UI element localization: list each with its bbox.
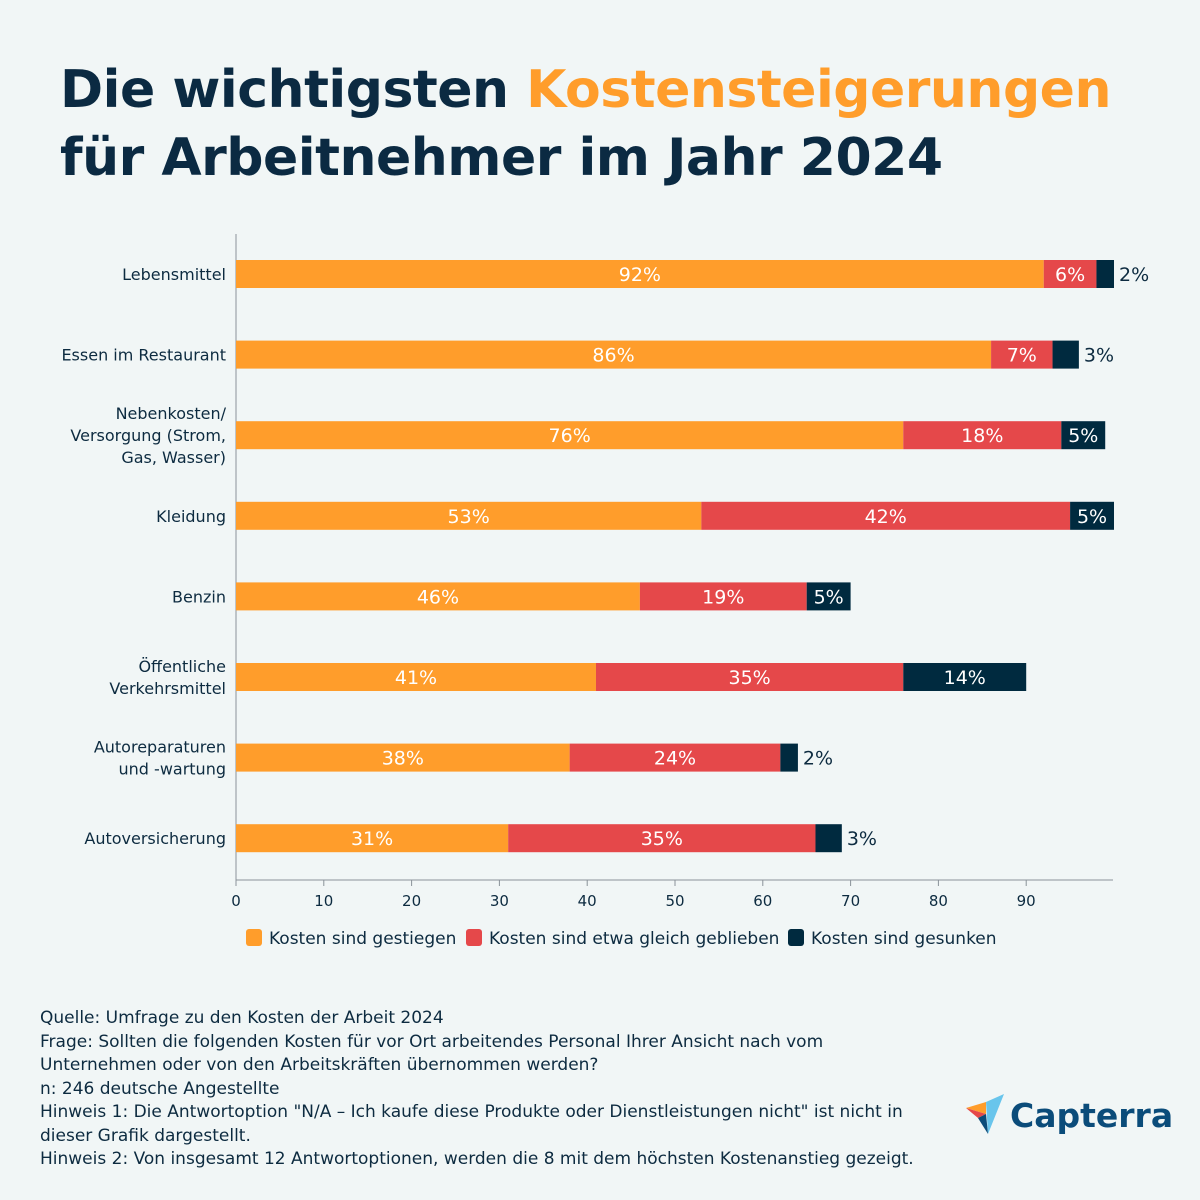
data-label: 5%	[1077, 506, 1107, 528]
bar-segment	[595, 663, 904, 691]
category-label: Autoversicherung	[84, 829, 226, 848]
data-label: 31%	[351, 828, 393, 850]
category-label: Lebensmittel	[122, 265, 226, 284]
data-label: 3%	[847, 828, 877, 850]
data-label: 41%	[395, 667, 437, 689]
data-label: 2%	[1119, 264, 1149, 286]
legend-swatch	[788, 929, 804, 946]
bar-segment	[508, 824, 816, 853]
data-label: 35%	[729, 667, 771, 689]
legend-label: Kosten sind gesunken	[811, 929, 997, 949]
legend-swatch	[246, 929, 262, 946]
title-part2: für Arbeitnehmer im Jahr 2024	[60, 128, 943, 188]
bar-segment	[1061, 421, 1106, 450]
bar-segment	[236, 260, 1044, 288]
category-label: und -wartung	[119, 760, 226, 779]
data-label: 2%	[803, 748, 833, 770]
bar-segment	[1096, 260, 1114, 288]
data-label: 46%	[417, 586, 459, 608]
data-label: 7%	[1007, 345, 1037, 367]
stacked-bar-chart: 0 10 20 30 40 50 60 70 80 90 Lebensmittel 92% 6% 2% Es…	[61, 234, 1149, 949]
x-tick-label: 50	[665, 892, 684, 910]
x-tick-label: 60	[753, 892, 772, 910]
x-tick-label: 20	[402, 892, 421, 910]
data-label: 6%	[1055, 264, 1085, 286]
bar-segment	[903, 421, 1062, 450]
footer-notes: Quelle: Umfrage zu den Kosten der Arbeit…	[40, 1007, 960, 1172]
category-label: Benzin	[172, 587, 226, 606]
bar-segment	[1070, 501, 1114, 530]
category-label: Nebenkosten/	[116, 404, 227, 423]
data-label: 3%	[1084, 345, 1114, 367]
data-label: 14%	[944, 667, 986, 689]
footer-sample: n: 246 deutsche Angestellte	[40, 1078, 280, 1099]
category-label: Autoreparaturen	[94, 738, 226, 757]
x-tick-label: 40	[578, 892, 597, 910]
category-label: Essen im Restaurant	[61, 346, 226, 365]
bar-segment	[236, 340, 992, 369]
bar-segment	[1052, 340, 1079, 369]
capterra-logo: Capterra	[966, 1094, 1173, 1136]
data-label: 38%	[382, 748, 424, 770]
page-title: Die wichtigsten Kostensteigerungen für A…	[60, 56, 1111, 192]
legend-label: Kosten sind gestiegen	[269, 929, 456, 949]
category-label: Kleidung	[156, 507, 226, 526]
category-label: Verkehrsmittel	[109, 679, 226, 698]
data-label: 35%	[641, 828, 683, 850]
bar-segment	[236, 582, 640, 611]
footer-question: Frage: Sollten die folgenden Kosten für …	[40, 1031, 824, 1076]
x-tick-label: 30	[490, 892, 509, 910]
data-label: 53%	[448, 506, 490, 528]
footer-note1: Hinweis 1: Die Antwortoption "N/A – Ich …	[40, 1102, 903, 1146]
bar-segment	[569, 743, 781, 772]
data-label: 5%	[1068, 425, 1098, 447]
bar-segment	[701, 501, 1071, 530]
bar-segment	[236, 824, 509, 853]
bar-segment	[236, 743, 570, 772]
capterra-arrow-icon	[966, 1094, 1004, 1134]
data-label: 86%	[592, 345, 634, 367]
bar-segment	[639, 582, 807, 611]
data-label: 42%	[865, 506, 907, 528]
data-label: 24%	[654, 748, 696, 770]
bar-segment	[903, 663, 1027, 691]
x-tick-label: 0	[231, 892, 241, 910]
bar-segment	[236, 663, 596, 691]
bar-segment	[806, 582, 851, 611]
bar-segment	[780, 743, 798, 772]
legend-label: Kosten sind etwa gleich geblieben	[489, 929, 779, 949]
bar-segment	[991, 340, 1053, 369]
data-label: 19%	[702, 586, 744, 608]
data-label: 5%	[814, 586, 844, 608]
category-label: Öffentliche	[138, 657, 226, 676]
bar-segment	[1043, 260, 1097, 288]
bar-segment	[236, 501, 702, 530]
capterra-wordmark: Capterra	[1010, 1095, 1174, 1135]
x-tick-label: 90	[1017, 892, 1036, 910]
category-label: Gas, Wasser)	[121, 448, 226, 467]
data-label: 76%	[549, 425, 591, 447]
data-label: 92%	[619, 264, 661, 286]
title-part1: Die wichtigsten	[60, 60, 527, 120]
bar-segment	[815, 824, 842, 853]
data-label: 18%	[961, 425, 1003, 447]
x-tick-label: 80	[929, 892, 948, 910]
footer-note2: Hinweis 2: Von insgesamt 12 Antwortoptio…	[40, 1149, 914, 1169]
footer-source: Quelle: Umfrage zu den Kosten der Arbeit…	[40, 1008, 444, 1028]
x-tick-label: 70	[841, 892, 860, 910]
legend-swatch	[466, 929, 482, 946]
category-label: Versorgung (Strom,	[70, 426, 226, 445]
bar-segment	[236, 421, 904, 450]
title-highlight: Kostensteigerungen	[526, 60, 1111, 120]
x-tick-label: 10	[314, 892, 333, 910]
